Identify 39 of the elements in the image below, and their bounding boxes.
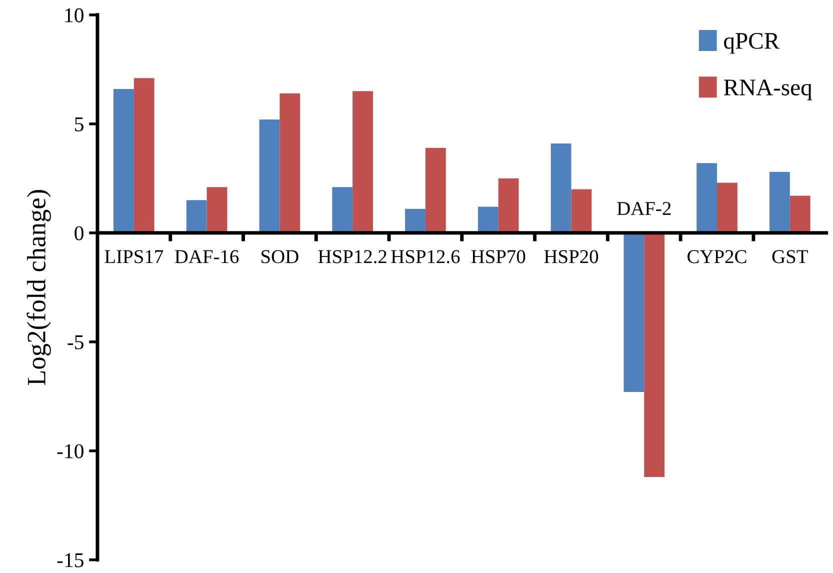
- bar: [644, 232, 665, 477]
- x-tick-label: SOD: [262, 250, 298, 264]
- bar: [186, 200, 207, 233]
- y-tick-label: 0: [74, 226, 84, 240]
- y-tick-label: -15: [57, 553, 84, 568]
- bar: [425, 148, 446, 233]
- x-tick-label: DAF-16: [174, 250, 239, 264]
- x-tick-label: LIPS17: [104, 250, 164, 264]
- x-tick-label: HSP20: [544, 250, 598, 264]
- bar: [790, 196, 810, 233]
- bar: [280, 93, 300, 233]
- x-tick-label: HSP70: [471, 250, 526, 264]
- bar: [550, 144, 572, 233]
- bar: [478, 206, 498, 233]
- y-tick-label: 10: [65, 8, 84, 22]
- y-axis-title: Log2(fold change): [26, 190, 51, 386]
- x-tick-label: CYP2C: [688, 250, 746, 264]
- bar: [405, 208, 426, 233]
- x-tick-label: GST: [772, 250, 808, 264]
- bar: [113, 89, 134, 233]
- x-tick-label: HSP12.2: [318, 250, 386, 264]
- legend-label: RNA-seq: [724, 80, 812, 100]
- y-tick-label: -5: [68, 335, 84, 350]
- bar: [571, 189, 592, 233]
- y-tick-label: 5: [75, 117, 84, 132]
- bar: [352, 91, 373, 233]
- bar: [717, 182, 738, 233]
- bar: [134, 78, 154, 233]
- x-tick-label: HSP12.6: [391, 250, 460, 264]
- y-tick-label: -10: [57, 444, 84, 458]
- bar: [259, 120, 280, 233]
- bar: [696, 163, 718, 233]
- legend-label: qPCR: [724, 33, 780, 54]
- bar: [206, 187, 228, 233]
- bar: [498, 178, 519, 233]
- bar: [624, 232, 644, 392]
- bar: [332, 187, 353, 233]
- x-tick-label: DAF-2: [617, 202, 671, 215]
- bar: [769, 172, 790, 233]
